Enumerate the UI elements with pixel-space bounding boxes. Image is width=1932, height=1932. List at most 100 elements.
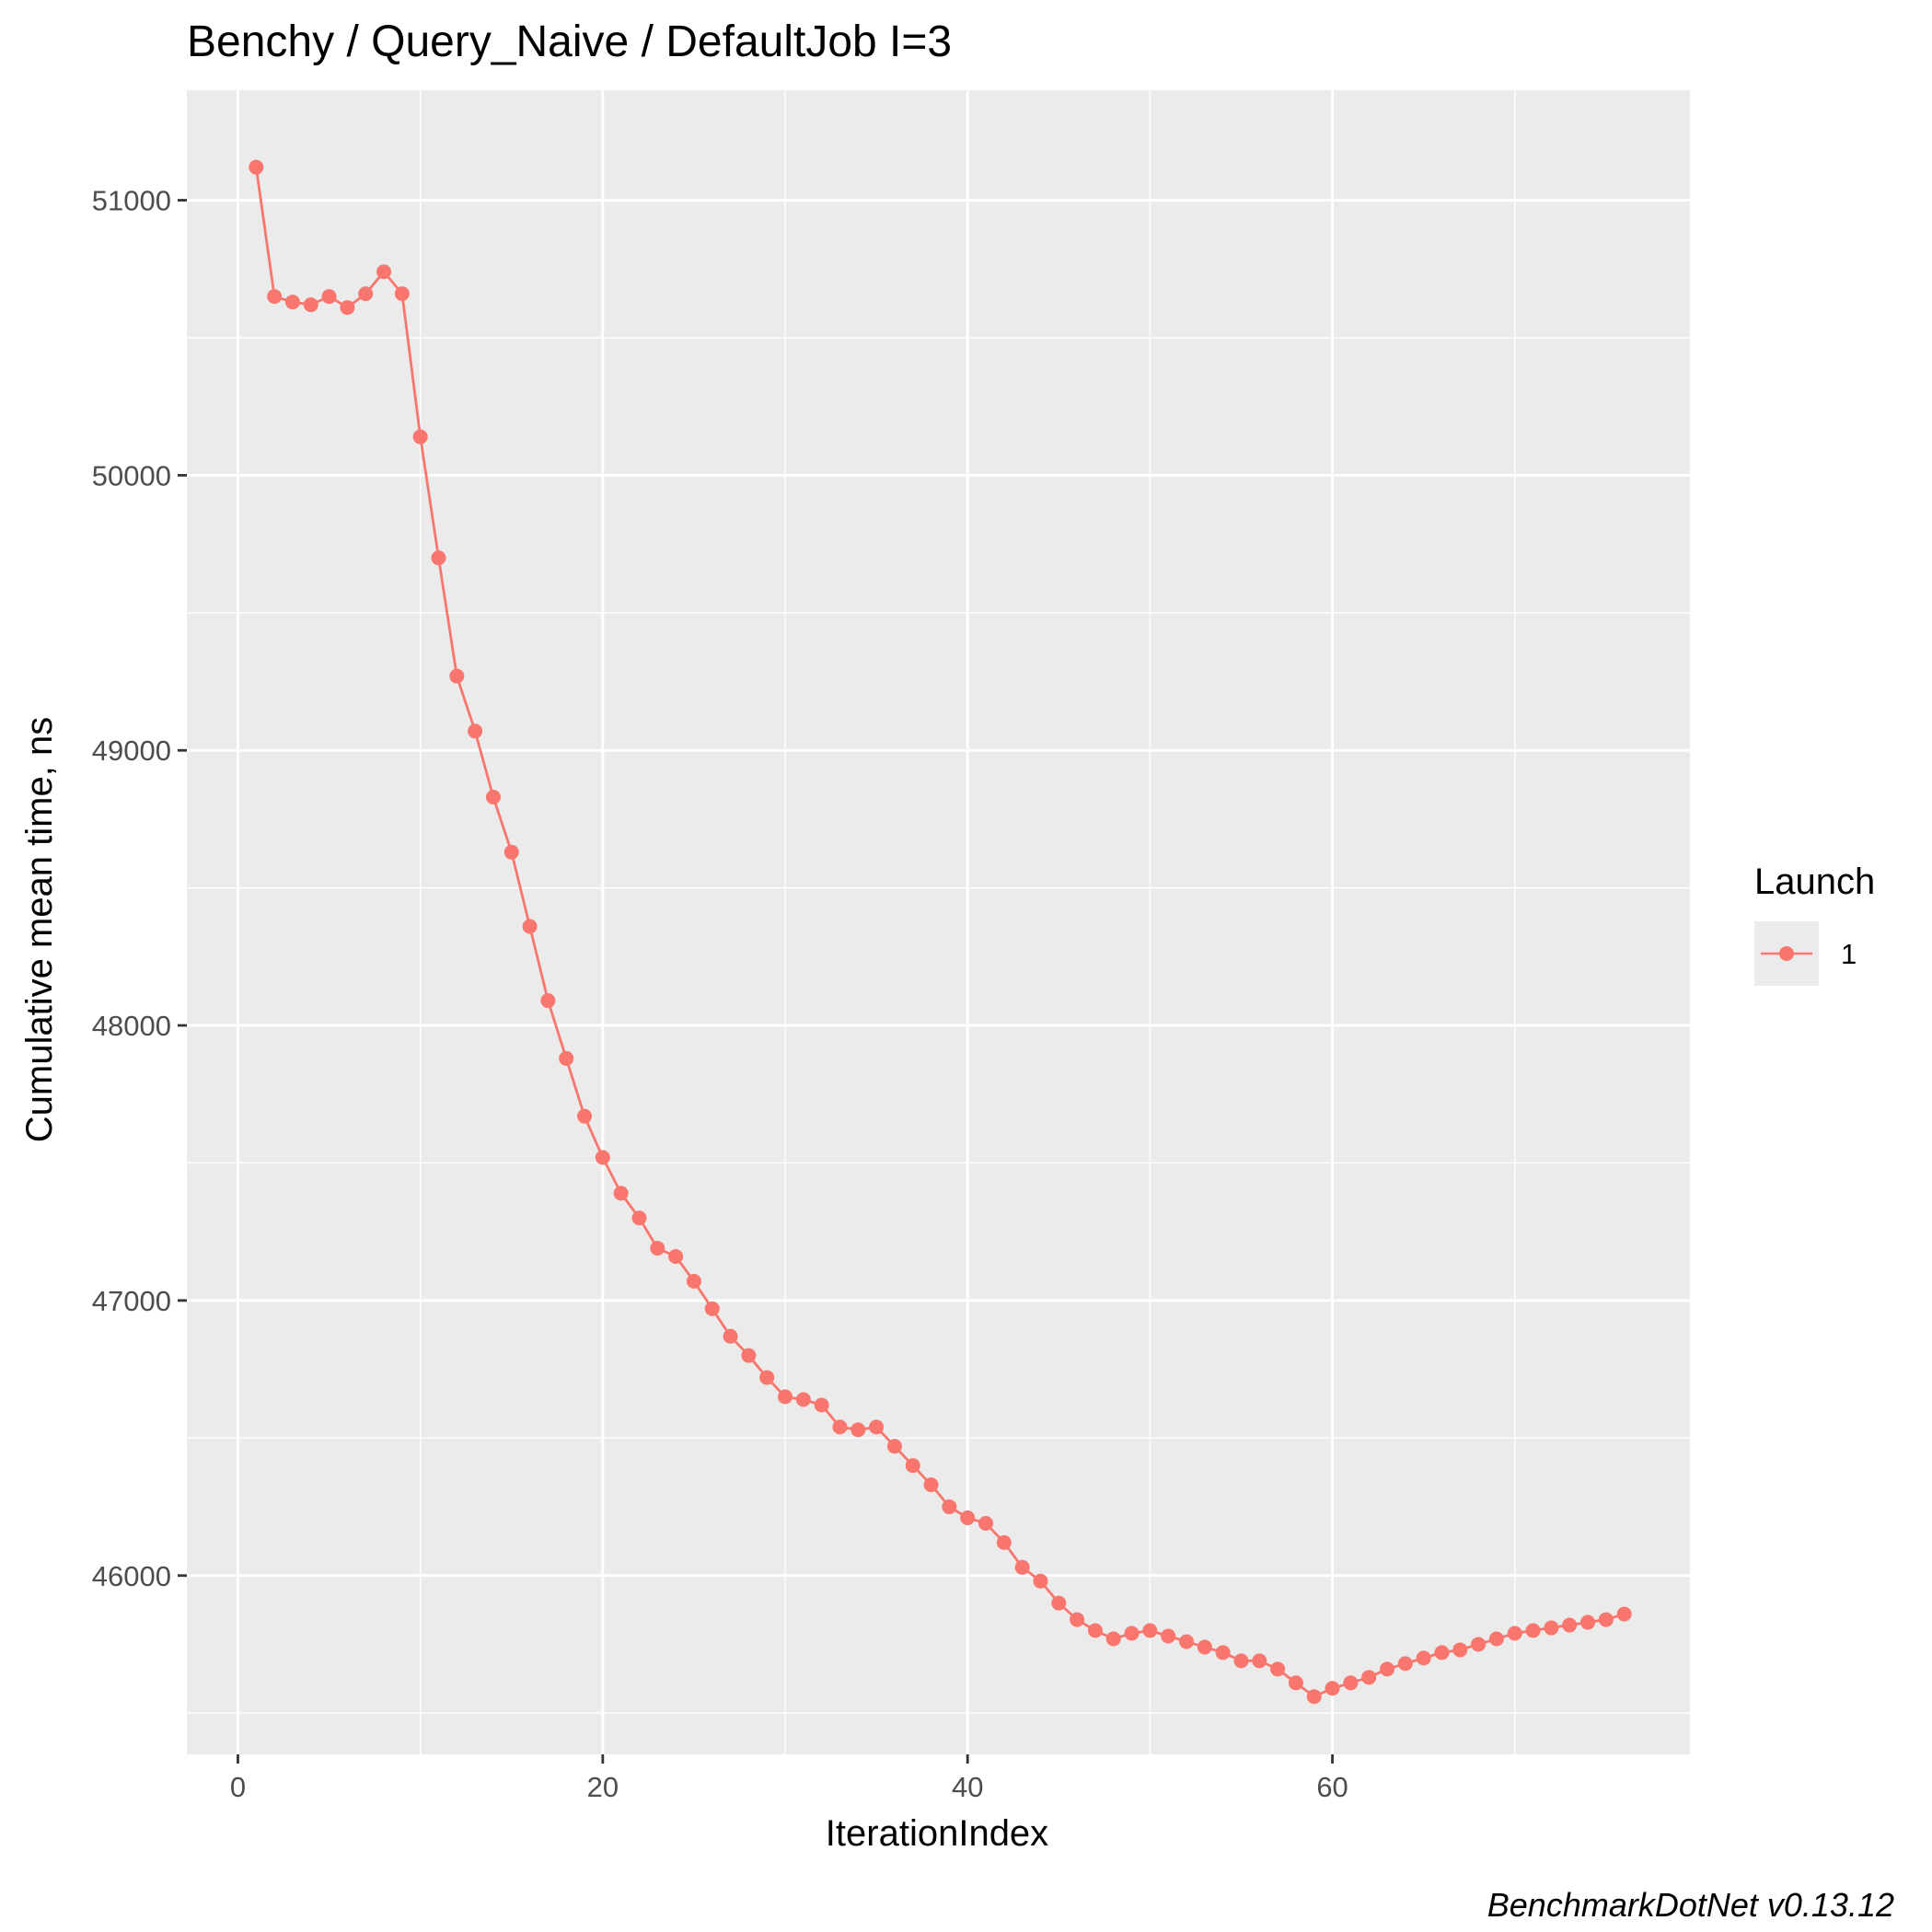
- data-point: [1033, 1573, 1048, 1589]
- y-tick-label: 48000: [92, 1010, 171, 1042]
- data-point: [522, 919, 538, 934]
- x-tick-label: 0: [230, 1771, 246, 1803]
- x-tick-label: 60: [1316, 1771, 1348, 1803]
- legend: Launch 1: [1754, 862, 1875, 986]
- data-point: [1343, 1675, 1359, 1691]
- data-point: [1397, 1656, 1413, 1672]
- x-tick-label: 20: [587, 1771, 619, 1803]
- data-point: [814, 1397, 829, 1413]
- legend-title: Launch: [1754, 862, 1875, 902]
- chart-title: Benchy / Query_Naive / DefaultJob I=3: [187, 17, 952, 66]
- x-axis: 0 20 40 60: [230, 1754, 1348, 1803]
- y-tick-label: 47000: [92, 1285, 171, 1317]
- data-point: [321, 289, 337, 305]
- data-point: [1252, 1653, 1267, 1669]
- data-point: [1197, 1639, 1212, 1655]
- data-point: [358, 286, 374, 302]
- data-point: [1142, 1623, 1158, 1638]
- data-point: [686, 1273, 701, 1289]
- data-point: [559, 1050, 574, 1066]
- data-point: [284, 295, 300, 310]
- plot-panel: [187, 90, 1690, 1754]
- data-point: [832, 1419, 848, 1435]
- data-point: [412, 429, 428, 445]
- data-point: [1215, 1645, 1231, 1660]
- data-point: [668, 1249, 684, 1265]
- data-point: [468, 723, 483, 739]
- data-point: [485, 790, 501, 805]
- series-line: [254, 167, 1625, 1698]
- data-point: [303, 297, 318, 313]
- data-point: [1014, 1559, 1030, 1575]
- data-point: [431, 550, 446, 566]
- data-point: [1562, 1617, 1578, 1633]
- data-point: [923, 1477, 939, 1493]
- data-point: [741, 1348, 757, 1363]
- data-point: [905, 1458, 920, 1474]
- data-point: [1507, 1625, 1522, 1641]
- data-point: [1105, 1631, 1121, 1647]
- data-point: [778, 1389, 793, 1405]
- data-point: [1124, 1625, 1140, 1641]
- y-tick-label: 50000: [92, 459, 171, 492]
- x-tick-label: 40: [952, 1771, 983, 1803]
- data-point: [1161, 1628, 1176, 1644]
- data-point: [996, 1534, 1012, 1550]
- data-point: [1525, 1623, 1541, 1638]
- data-point: [1361, 1670, 1377, 1685]
- data-point: [886, 1439, 902, 1454]
- data-point: [1598, 1612, 1614, 1627]
- data-point: [394, 286, 410, 302]
- data-point: [1416, 1650, 1431, 1666]
- data-point: [449, 668, 465, 684]
- data-point: [376, 264, 392, 280]
- data-point: [1488, 1631, 1504, 1647]
- data-point: [1434, 1645, 1450, 1660]
- data-point: [1270, 1661, 1286, 1677]
- data-point: [1051, 1595, 1067, 1611]
- data-point: [631, 1210, 647, 1226]
- data-point: [1087, 1623, 1103, 1638]
- x-axis-title: IterationIndex: [826, 1813, 1048, 1854]
- legend-label: 1: [1841, 938, 1857, 970]
- data-point: [1452, 1642, 1468, 1658]
- series-layer: [249, 159, 1632, 1705]
- data-point: [1380, 1661, 1395, 1677]
- data-point: [869, 1419, 885, 1435]
- data-point: [577, 1108, 593, 1124]
- data-point: [1233, 1653, 1249, 1669]
- data-point: [1306, 1689, 1322, 1705]
- data-point: [267, 289, 283, 305]
- data-point: [340, 300, 355, 316]
- data-point: [650, 1241, 665, 1256]
- data-point: [249, 159, 264, 175]
- y-tick-label: 46000: [92, 1560, 171, 1592]
- data-point: [613, 1186, 629, 1201]
- data-point: [503, 844, 519, 860]
- data-point: [795, 1392, 811, 1407]
- data-point: [978, 1515, 994, 1531]
- data-point: [1325, 1681, 1340, 1696]
- data-point: [1544, 1620, 1559, 1636]
- chart-caption: BenchmarkDotNet v0.13.12: [1487, 1886, 1894, 1924]
- y-axis-title: Cumulative mean time, ns: [19, 717, 60, 1142]
- y-axis: 46000 47000 48000 49000 50000 51000: [92, 185, 187, 1592]
- data-point: [704, 1301, 720, 1316]
- data-point: [1288, 1675, 1303, 1691]
- data-point: [850, 1422, 866, 1438]
- grid-major: [187, 90, 1690, 1754]
- data-point: [723, 1328, 738, 1344]
- y-tick-label: 51000: [92, 185, 171, 217]
- legend-key-point: [1779, 946, 1794, 961]
- data-point: [540, 993, 556, 1009]
- data-point: [1070, 1612, 1085, 1627]
- data-point: [1580, 1614, 1596, 1630]
- data-point: [942, 1499, 957, 1515]
- data-point: [595, 1150, 610, 1165]
- data-point: [960, 1510, 976, 1525]
- grid-minor: [187, 90, 1690, 1754]
- y-tick-label: 49000: [92, 735, 171, 767]
- data-point: [1471, 1637, 1487, 1652]
- data-point: [759, 1370, 775, 1385]
